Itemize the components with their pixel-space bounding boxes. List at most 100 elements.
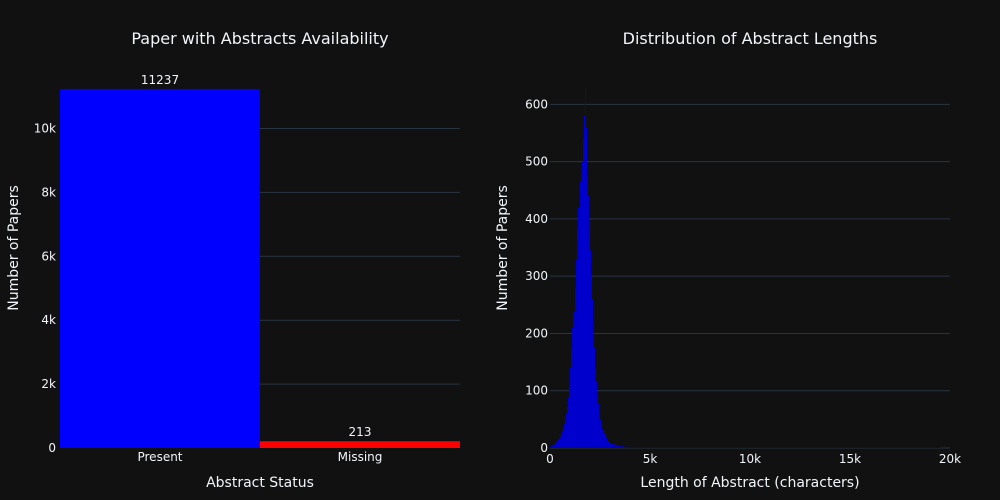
histogram-bar [601, 425, 602, 448]
histogram-bar [590, 250, 591, 448]
y-tick-label: 6k [41, 249, 56, 263]
data-label: 213 [349, 425, 372, 439]
x-tick-label: 15k [839, 452, 861, 466]
x-tick-label: Present [137, 450, 182, 464]
length-gridlines [550, 103, 950, 449]
availability-bars [60, 88, 460, 448]
histogram-bar [608, 441, 609, 448]
length-chart-title: Distribution of Abstract Lengths [623, 29, 878, 48]
histogram-bar [551, 446, 552, 448]
histogram-bar [560, 436, 561, 448]
histogram-bar [582, 161, 583, 449]
histogram-bar [580, 181, 581, 448]
histogram-bar [599, 412, 600, 448]
x-tick-label: 10k [739, 452, 761, 466]
y-tick-label: 600 [525, 97, 548, 111]
histogram-bar [556, 442, 557, 448]
histogram-bar [602, 428, 603, 448]
histogram-bar [557, 441, 558, 448]
histogram-bar [607, 439, 608, 448]
y-tick-label: 0 [48, 441, 56, 455]
length-chart: Distribution of Abstract Lengths 0 100 200… [495, 29, 961, 491]
x-tick-label: 20k [939, 452, 961, 466]
y-tick-label: 0 [540, 441, 548, 455]
histogram-bar [600, 419, 601, 448]
y-tick-label: 300 [525, 269, 548, 283]
histogram-bar [609, 442, 610, 448]
histogram-bar [614, 444, 616, 448]
histogram-bar [565, 419, 566, 448]
y-tick-label: 2k [41, 377, 56, 391]
histogram-bar [581, 173, 582, 448]
histogram-bar [593, 324, 594, 448]
histogram-bar [618, 445, 620, 448]
length-y-ticks: 0 100 200 300 400 500 600 [525, 97, 548, 455]
histogram-bar [566, 413, 567, 448]
availability-chart: Paper with Abstracts Availability 11237 2… [6, 29, 460, 491]
histogram-bar [562, 430, 563, 448]
histogram-bar [612, 443, 614, 448]
histogram-bar [610, 443, 612, 448]
histogram-bar [616, 445, 618, 448]
histogram-bar [584, 115, 585, 449]
length-x-ticks: 0 5k 10k 15k 20k [546, 452, 961, 466]
histogram-bar [550, 446, 551, 448]
histogram-bar [620, 446, 624, 448]
histogram-bar [585, 88, 586, 448]
histogram-bar [553, 445, 554, 448]
y-tick-label: 400 [525, 212, 548, 226]
histogram-bar [597, 393, 598, 448]
histogram-bar [574, 311, 575, 448]
y-tick-label: 100 [525, 384, 548, 398]
histogram-bar [592, 299, 593, 448]
y-tick-label: 10k [34, 121, 56, 135]
histogram-bar [587, 178, 588, 448]
histogram-bar [567, 406, 568, 448]
length-y-axis-title: Number of Papers [495, 185, 511, 311]
histogram-bar [591, 276, 592, 448]
histogram-bar [568, 397, 569, 448]
histogram-bar [710, 447, 790, 448]
histogram-bar [561, 434, 562, 448]
histogram-bar [650, 447, 670, 448]
histogram-bar [571, 347, 572, 448]
histogram-bar [605, 435, 606, 448]
availability-y-ticks: 0 2k 4k 6k 8k 10k [34, 121, 56, 455]
availability-x-axis-title: Abstract Status [206, 475, 314, 491]
histogram-bar [552, 445, 553, 448]
histogram-bar [578, 207, 579, 448]
availability-x-ticks: Present Missing [137, 450, 382, 464]
histogram-bar [790, 447, 940, 448]
histogram-bar [596, 382, 597, 448]
histogram-bar [575, 287, 576, 448]
histogram-bar [583, 138, 584, 448]
histogram-bar [577, 227, 578, 448]
histogram-bar [555, 443, 556, 448]
histogram-bar [640, 447, 650, 448]
bar-missing [260, 441, 460, 448]
data-label: 11237 [141, 73, 179, 87]
histogram-bar [564, 423, 565, 448]
availability-data-labels: 11237 213 [141, 73, 372, 439]
histogram-bar [573, 313, 574, 448]
x-tick-label: Missing [338, 450, 383, 464]
y-tick-label: 4k [41, 313, 56, 327]
x-tick-label: 0 [546, 452, 554, 466]
histogram-bar [569, 385, 570, 448]
histogram-bar [579, 210, 580, 448]
histogram-bar [594, 347, 595, 448]
histogram-bar [670, 447, 710, 448]
y-tick-label: 8k [41, 185, 56, 199]
histogram-bar [570, 367, 571, 448]
histogram-bar [598, 403, 599, 448]
histogram-bar [572, 327, 573, 448]
histogram-bar [604, 433, 605, 448]
histogram-bar [630, 447, 640, 448]
availability-chart-title: Paper with Abstracts Availability [131, 29, 388, 48]
histogram-bar [559, 438, 560, 448]
histogram-bar [563, 427, 564, 448]
histogram-bar [595, 367, 596, 448]
histogram-bar [586, 127, 587, 448]
histogram-bar [606, 437, 607, 448]
availability-y-axis-title: Number of Papers [6, 185, 22, 311]
